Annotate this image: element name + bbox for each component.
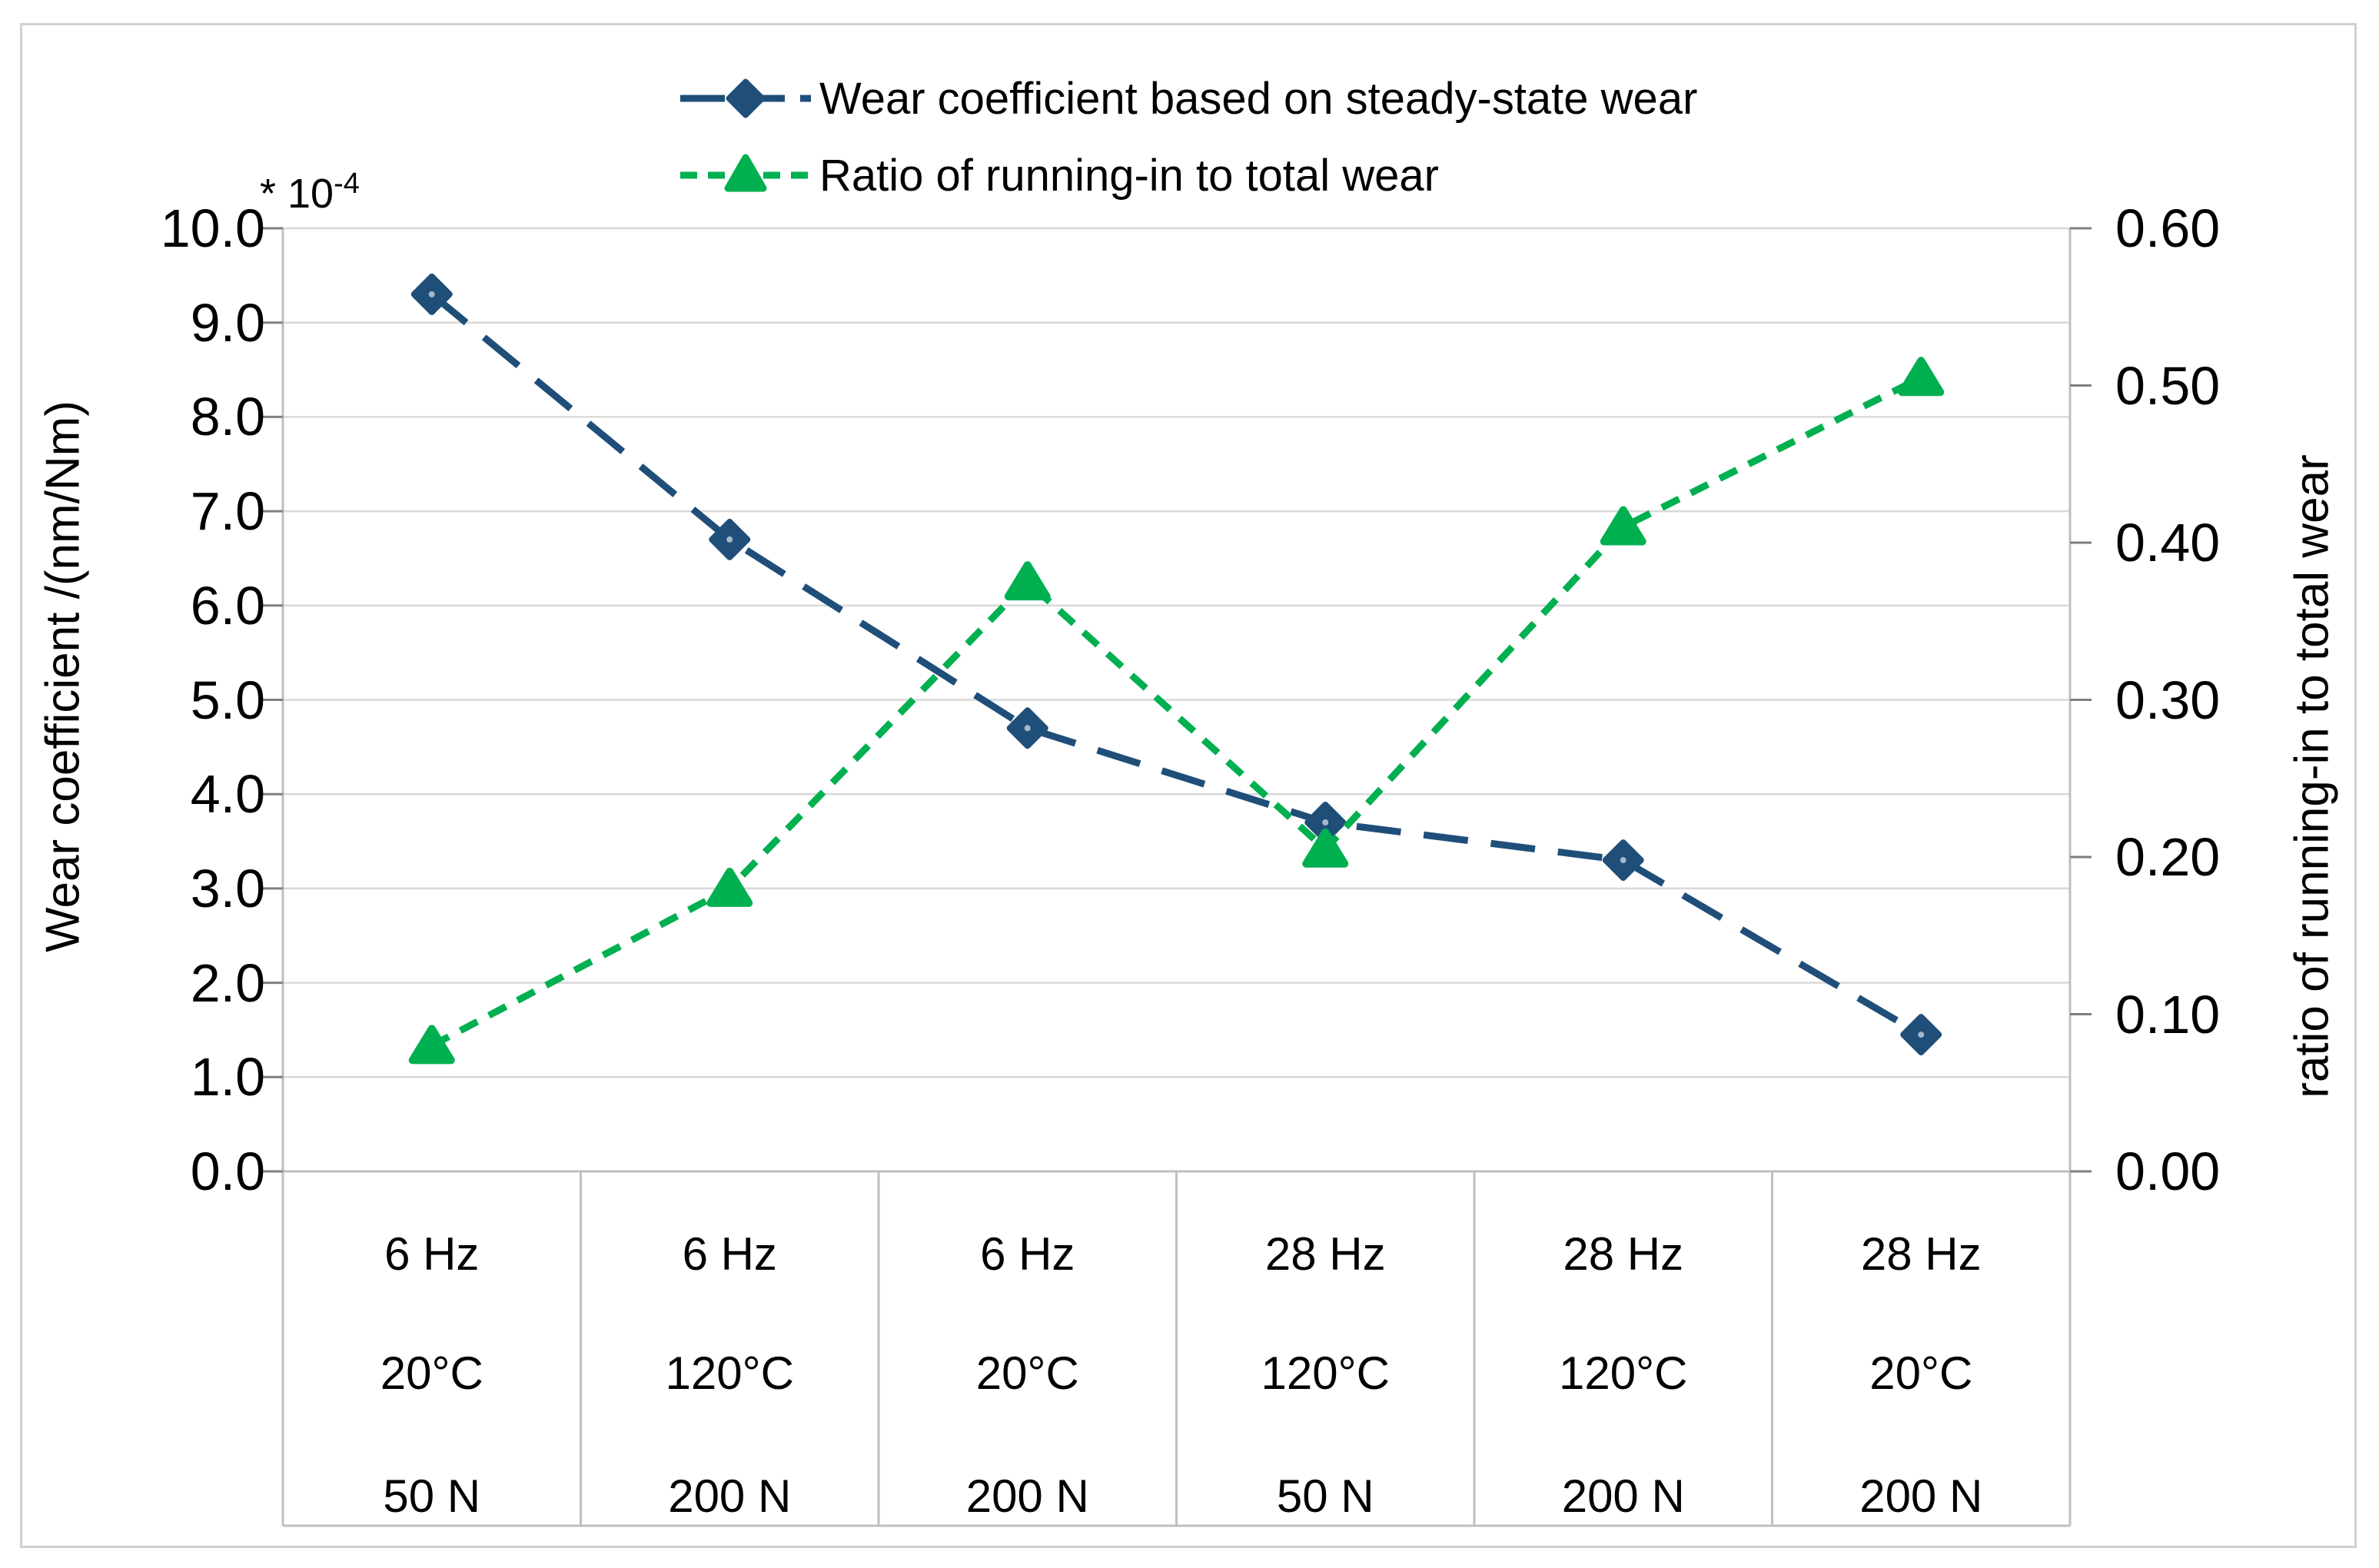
left-axis-tick-label: 3.0 xyxy=(190,858,265,919)
category-label-temperature: 20°C xyxy=(1869,1347,1973,1399)
legend-sample-shape xyxy=(724,154,767,192)
category-label-frequency: 28 Hz xyxy=(1264,1228,1386,1280)
category-label-frequency: 6 Hz xyxy=(384,1228,480,1280)
legend: Wear coefficient based on steady-state w… xyxy=(676,60,1697,214)
data-point-center xyxy=(1322,819,1329,826)
left-axis-tick-label: 1.0 xyxy=(190,1047,265,1108)
left-axis-tick-label: 4.0 xyxy=(190,764,265,825)
data-point-triangle xyxy=(408,1025,455,1065)
data-point-center xyxy=(726,536,733,543)
data-point-triangle xyxy=(1898,357,1945,397)
right-axis-tick-label: 0.40 xyxy=(2115,513,2221,573)
legend-item-running-in-ratio: Ratio of running-in to total wear xyxy=(676,137,1697,214)
category-label-temperature: 120°C xyxy=(1261,1347,1390,1399)
category-label-load: 200 N xyxy=(965,1470,1089,1522)
legend-label-running-in-ratio: Ratio of running-in to total wear xyxy=(819,150,1439,201)
category-label-frequency: 28 Hz xyxy=(1860,1228,1982,1280)
data-point-triangle xyxy=(706,867,753,907)
left-axis-tick-label: 0.0 xyxy=(190,1141,265,1201)
right-axis-tick-label: 0.30 xyxy=(2115,669,2221,730)
category-label-temperature: 120°C xyxy=(665,1347,794,1399)
scale-note-exponent: -4 xyxy=(334,168,360,200)
left-axis-tick-label: 8.0 xyxy=(190,387,265,447)
data-point-center xyxy=(1024,725,1031,732)
right-axis-tick-label: 0.60 xyxy=(2115,198,2221,258)
category-label-load: 50 N xyxy=(383,1470,481,1522)
data-point-triangle xyxy=(1302,828,1349,868)
category-label-frequency: 6 Hz xyxy=(682,1228,777,1280)
left-axis-scale-note: * 10-4 xyxy=(260,168,360,218)
category-label-load: 200 N xyxy=(668,1470,792,1522)
legend-sample-shape xyxy=(726,78,766,118)
category-label-frequency: 6 Hz xyxy=(980,1228,1075,1280)
category-label-frequency: 28 Hz xyxy=(1563,1228,1684,1280)
left-axis-tick-label: 10.0 xyxy=(160,198,265,258)
scale-note-base: * 10 xyxy=(260,171,334,217)
category-label-temperature: 20°C xyxy=(975,1347,1079,1399)
category-label-load: 200 N xyxy=(1561,1470,1685,1522)
data-point-triangle xyxy=(1600,506,1646,546)
right-axis-tick-label: 0.10 xyxy=(2115,984,2221,1045)
data-point-center xyxy=(1918,1031,1925,1038)
right-axis-title: ratio of running-in to total wear xyxy=(2285,454,2339,1098)
category-label-temperature: 20°C xyxy=(380,1347,483,1399)
series-line-1 xyxy=(430,374,1923,1049)
data-point-center xyxy=(1620,857,1626,864)
data-point-triangle xyxy=(1004,561,1051,601)
wear-coefficient-series-marker-icon xyxy=(680,78,811,118)
category-label-temperature: 120°C xyxy=(1559,1347,1688,1399)
chart-border xyxy=(20,23,2357,1548)
left-axis-tick-label: 5.0 xyxy=(190,669,265,730)
left-axis-tick-label: 9.0 xyxy=(190,292,265,353)
data-point-center xyxy=(428,291,435,297)
category-label-load: 200 N xyxy=(1859,1470,1983,1522)
left-axis-tick-label: 2.0 xyxy=(190,952,265,1013)
legend-item-wear-coefficient: Wear coefficient based on steady-state w… xyxy=(676,60,1697,137)
left-axis-tick-label: 7.0 xyxy=(190,481,265,542)
series-line-0 xyxy=(429,291,1923,1038)
right-axis-tick-label: 0.00 xyxy=(2115,1141,2221,1201)
right-axis-tick-label: 0.50 xyxy=(2115,355,2221,416)
right-axis-tick-label: 0.20 xyxy=(2115,827,2221,887)
legend-label-wear-coefficient: Wear coefficient based on steady-state w… xyxy=(819,73,1698,124)
running-in-ratio-series-marker-icon xyxy=(680,154,811,192)
left-axis-tick-label: 6.0 xyxy=(190,575,265,636)
category-label-load: 50 N xyxy=(1276,1470,1374,1522)
